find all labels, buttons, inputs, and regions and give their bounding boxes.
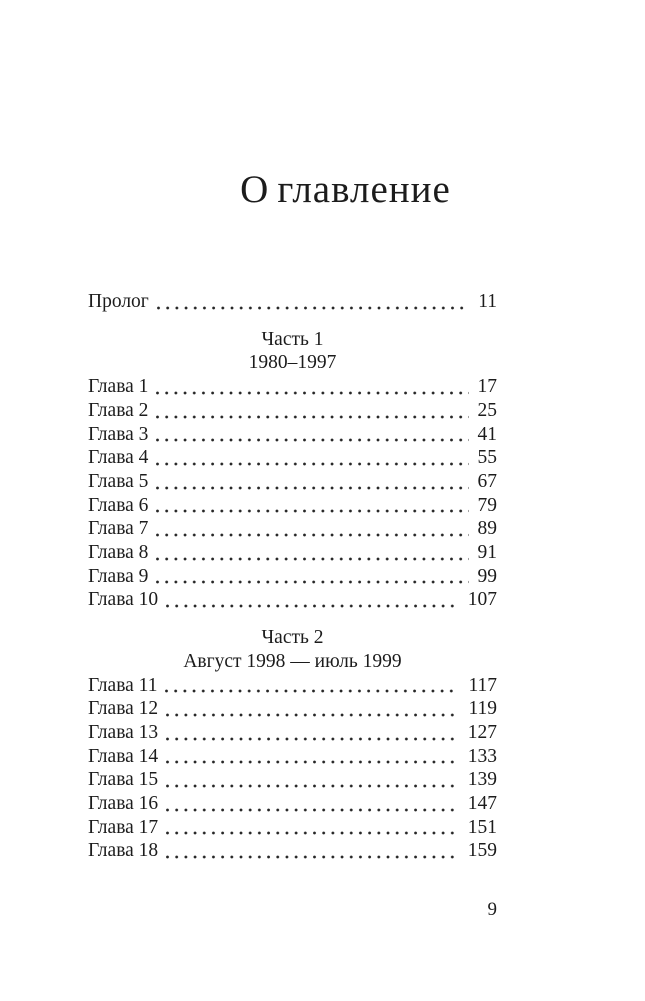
dot-leader [166, 807, 459, 812]
dot-leader [166, 736, 459, 741]
chapter-page: 25 [477, 399, 498, 421]
chapter-page: 89 [477, 518, 498, 540]
section-rows: Глава 11 117 Глава 12 119 Глава 13 127 Г… [88, 674, 497, 864]
toc-entry: Глава 6 79 [88, 494, 497, 518]
dot-leader [156, 509, 469, 514]
toc-section: Часть 2 Август 1998 — июль 1999 Глава 11… [88, 626, 497, 863]
chapter-label: Глава 6 [88, 494, 149, 516]
prologue-label: Пролог [88, 291, 149, 312]
chapter-label: Глава 4 [88, 447, 149, 469]
section-subtitle: 1980–1997 [248, 352, 337, 374]
dot-leader [156, 305, 470, 310]
chapter-page: 17 [477, 376, 498, 398]
section-header: Часть 2 Август 1998 — июль 1999 [88, 626, 497, 673]
toc-entry: Глава 16 147 [88, 792, 497, 816]
chapter-page: 151 [467, 816, 497, 838]
chapter-label: Глава 8 [88, 542, 149, 564]
dot-leader [156, 533, 469, 538]
chapter-label: Глава 13 [88, 721, 159, 743]
toc-entry: Глава 4 55 [88, 446, 497, 470]
section-title: Часть 1 [261, 328, 324, 350]
sections: Часть 1 1980–1997 Глава 1 17 Глава 2 25 … [88, 328, 497, 863]
toc-entry: Глава 2 25 [88, 399, 497, 423]
chapter-page: 119 [468, 698, 497, 720]
page-title: Оглавление [240, 168, 451, 211]
chapter-page: 127 [467, 721, 497, 743]
dot-leader [165, 689, 460, 694]
dot-leader [166, 831, 459, 836]
chapter-page: 117 [468, 674, 497, 696]
chapter-label: Глава 14 [88, 745, 159, 767]
chapter-label: Глава 18 [88, 840, 159, 862]
chapter-label: Глава 1 [88, 376, 149, 398]
toc-entry: Глава 5 67 [88, 470, 497, 494]
page-number: 9 [487, 899, 498, 920]
chapter-page: 139 [467, 769, 497, 791]
dot-leader [166, 760, 459, 765]
chapter-page: 67 [477, 470, 498, 492]
prologue-page: 11 [478, 291, 497, 312]
toc-entry: Глава 1 17 [88, 375, 497, 399]
toc-entry: Глава 10 107 [88, 588, 497, 612]
chapter-label: Глава 15 [88, 769, 159, 791]
chapter-label: Глава 2 [88, 399, 149, 421]
toc-entry: Глава 12 119 [88, 697, 497, 721]
toc-entry: Глава 9 99 [88, 565, 497, 589]
chapter-label: Глава 12 [88, 698, 159, 720]
dot-leader [156, 461, 469, 466]
section-rows: Глава 1 17 Глава 2 25 Глава 3 41 Глава 4… [88, 375, 497, 612]
toc-section: Часть 1 1980–1997 Глава 1 17 Глава 2 25 … [88, 328, 497, 612]
chapter-label: Глава 7 [88, 518, 149, 540]
chapter-page: 147 [467, 793, 497, 815]
dot-leader [156, 414, 469, 419]
chapter-page: 91 [477, 542, 498, 564]
dot-leader [166, 604, 459, 609]
toc-entry-prologue: Пролог 11 [88, 290, 497, 314]
chapter-label: Глава 11 [88, 674, 158, 696]
chapter-page: 41 [477, 423, 498, 445]
section-subtitle: Август 1998 — июль 1999 [183, 650, 402, 672]
chapter-label: Глава 3 [88, 423, 149, 445]
dot-leader [156, 556, 469, 561]
toc-entry: Глава 15 139 [88, 768, 497, 792]
chapter-page: 107 [467, 589, 497, 611]
dot-leader [156, 390, 469, 395]
chapter-page: 99 [477, 565, 498, 587]
toc-entry: Глава 11 117 [88, 674, 497, 698]
toc-entry: Глава 18 159 [88, 839, 497, 863]
dot-leader [156, 580, 469, 585]
chapter-page: 55 [477, 447, 498, 469]
toc-entry: Глава 3 41 [88, 423, 497, 447]
toc-entry: Глава 14 133 [88, 745, 497, 769]
chapter-page: 159 [467, 840, 497, 862]
toc-entry: Глава 8 91 [88, 541, 497, 565]
chapter-page: 133 [467, 745, 497, 767]
dot-leader [166, 855, 459, 860]
chapter-label: Глава 16 [88, 793, 159, 815]
chapter-label: Глава 9 [88, 565, 149, 587]
dot-leader [166, 712, 460, 717]
chapter-label: Глава 10 [88, 589, 159, 611]
dot-leader [166, 784, 459, 789]
dot-leader [156, 485, 469, 490]
toc-list: Пролог 11 Часть 1 1980–1997 Глава 1 17 Г… [88, 290, 497, 863]
toc-entry: Глава 17 151 [88, 816, 497, 840]
toc-entry: Глава 7 89 [88, 517, 497, 541]
section-header: Часть 1 1980–1997 [88, 328, 497, 375]
dot-leader [156, 438, 469, 443]
chapter-label: Глава 5 [88, 470, 149, 492]
section-title: Часть 2 [261, 627, 324, 649]
chapter-label: Глава 17 [88, 816, 159, 838]
toc-entry: Глава 13 127 [88, 721, 497, 745]
chapter-page: 79 [477, 494, 498, 516]
